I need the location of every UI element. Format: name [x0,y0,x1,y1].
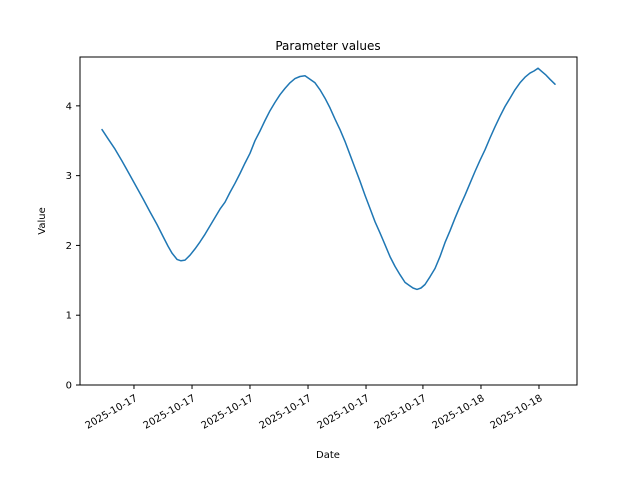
x-tick-label: 2025-10-17 [84,393,140,432]
x-tick-label: 2025-10-17 [316,393,372,432]
y-tick-label: 4 [66,101,72,112]
y-tick-label: 2 [66,241,72,252]
axes-box [79,56,578,386]
data-series-line [101,67,556,291]
chart-title: Parameter values [275,39,380,53]
x-tick-label: 2025-10-18 [489,393,545,432]
x-tick-label: 2025-10-18 [431,393,487,432]
y-tick-label: 3 [66,171,72,182]
x-axis-label: Date [316,450,340,461]
x-tick-label: 2025-10-17 [142,393,198,432]
y-axis-label: Value [37,207,48,234]
x-tick-label: 2025-10-17 [373,393,429,432]
x-tick-label: 2025-10-17 [200,393,256,432]
x-tick-label: 2025-10-17 [258,393,314,432]
y-tick-label: 1 [66,311,72,322]
y-tick-label: 0 [66,381,72,392]
